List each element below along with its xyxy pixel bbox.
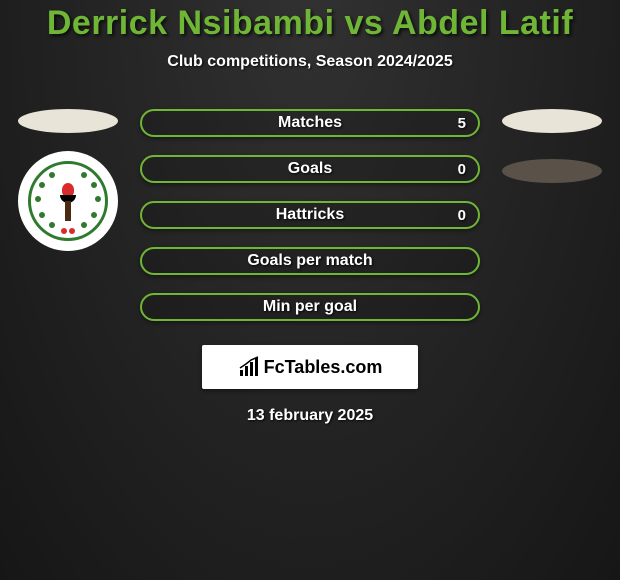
footer: FcTables.com 13 february 2025 bbox=[0, 345, 620, 425]
stat-bars: Matches 5 Goals 0 Hattricks 0 Goals per … bbox=[140, 109, 480, 321]
club-badge-left bbox=[18, 151, 118, 251]
stat-value: 0 bbox=[458, 161, 466, 178]
brand-text: FcTables.com bbox=[264, 357, 383, 378]
stat-label: Matches bbox=[278, 114, 342, 132]
torch-icon bbox=[58, 181, 78, 221]
stat-bar-matches: Matches 5 bbox=[140, 109, 480, 137]
stat-bar-mpg: Min per goal bbox=[140, 293, 480, 321]
brand-box[interactable]: FcTables.com bbox=[202, 345, 418, 389]
stat-bar-goals: Goals 0 bbox=[140, 155, 480, 183]
stat-value: 0 bbox=[458, 207, 466, 224]
comparison-card: Derrick Nsibambi vs Abdel Latif Club com… bbox=[0, 0, 620, 425]
stat-label: Hattricks bbox=[276, 206, 344, 224]
subtitle: Club competitions, Season 2024/2025 bbox=[0, 53, 620, 71]
player-oval-right-bottom bbox=[502, 159, 602, 183]
date-text: 13 february 2025 bbox=[247, 407, 373, 425]
stats-grid: Matches 5 Goals 0 Hattricks 0 Goals per … bbox=[0, 109, 620, 321]
stat-bar-gpm: Goals per match bbox=[140, 247, 480, 275]
page-title: Derrick Nsibambi vs Abdel Latif bbox=[0, 4, 620, 43]
stat-label: Goals bbox=[288, 160, 332, 178]
stat-label: Min per goal bbox=[263, 298, 357, 316]
player-oval-left bbox=[18, 109, 118, 133]
stat-label: Goals per match bbox=[247, 252, 372, 270]
stat-bar-hattricks: Hattricks 0 bbox=[140, 201, 480, 229]
player-oval-right-top bbox=[502, 109, 602, 133]
right-player-column bbox=[502, 109, 602, 321]
left-player-column bbox=[18, 109, 118, 321]
stat-value: 5 bbox=[458, 115, 466, 132]
chart-icon bbox=[238, 356, 260, 378]
